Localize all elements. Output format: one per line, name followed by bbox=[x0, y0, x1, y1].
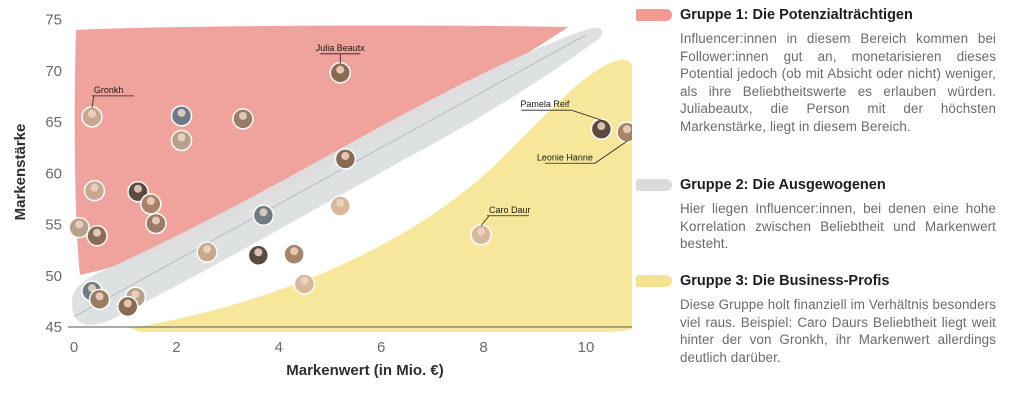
y-tick-label: 50 bbox=[45, 268, 62, 285]
data-point bbox=[283, 243, 305, 265]
region-gruppe-1 bbox=[74, 25, 569, 275]
avatar-face bbox=[131, 290, 140, 299]
data-point bbox=[140, 193, 162, 215]
x-tick-label: 0 bbox=[70, 339, 78, 356]
data-point bbox=[252, 204, 275, 227]
avatar-face bbox=[477, 227, 486, 236]
point-label: Pamela Reif bbox=[520, 99, 570, 109]
data-point bbox=[68, 216, 90, 239]
avatar-face bbox=[123, 299, 132, 308]
data-point: Julia Beautx bbox=[316, 43, 366, 84]
avatar-face bbox=[290, 247, 299, 256]
data-point bbox=[170, 129, 193, 152]
trend-line bbox=[73, 34, 587, 318]
point-label: Caro Daur bbox=[489, 205, 531, 215]
avatar-face bbox=[597, 122, 606, 131]
label-leader bbox=[571, 109, 602, 121]
data-points: Julia Beautx Gronkh Pamela Reif Leonie Hann… bbox=[68, 43, 632, 318]
data-point bbox=[88, 288, 111, 311]
avatar-face bbox=[134, 184, 142, 193]
group-regions bbox=[71, 25, 632, 332]
label-leader bbox=[91, 95, 95, 108]
data-point bbox=[196, 241, 218, 263]
data-point: Pamela Reif bbox=[520, 99, 613, 140]
data-point bbox=[117, 295, 139, 318]
y-tick-label: 45 bbox=[45, 319, 62, 336]
avatar-face bbox=[95, 292, 104, 301]
point-label: Gronkh bbox=[94, 85, 124, 95]
data-point bbox=[170, 105, 193, 127]
data-point: Caro Daur bbox=[470, 205, 531, 246]
legend-swatch-group-3 bbox=[636, 275, 672, 287]
legend-description-group-3: Diese Gruppe holt finanziell im Verhältn… bbox=[680, 297, 996, 365]
avatar-face bbox=[336, 65, 345, 74]
legend-title-group-2: Gruppe 2: Die Ausgewogenen bbox=[680, 177, 886, 193]
avatar-face bbox=[259, 208, 268, 217]
scatter-chart: 0 2 4 6 8 10 45 50 55 60 65 70 75 Markenwert (in Mi… bbox=[12, 12, 632, 379]
avatar-face bbox=[87, 284, 96, 293]
legend-group-2: Gruppe 2: Die Ausgewogenen Hier liegen I… bbox=[636, 174, 996, 253]
avatar-face bbox=[203, 245, 212, 254]
label-leader bbox=[480, 215, 490, 226]
legend-title-group-1: Gruppe 1: Die Potenzialträchtigen bbox=[680, 7, 913, 23]
avatar-face bbox=[90, 183, 99, 192]
x-tick-label: 4 bbox=[275, 339, 283, 356]
avatar-face bbox=[93, 228, 102, 237]
avatar-face bbox=[336, 199, 345, 208]
region-gruppe-3 bbox=[130, 59, 632, 332]
legend-description-group-2: Hier liegen Influencer:innen, bei denen … bbox=[680, 201, 996, 252]
avatar-face bbox=[87, 109, 96, 118]
avatar-face bbox=[177, 133, 186, 142]
y-ticks: 45 50 55 60 65 70 75 bbox=[45, 12, 62, 337]
avatar-face bbox=[341, 151, 350, 160]
legend: Gruppe 1: Die Potenzialträchtigen Influe… bbox=[636, 4, 996, 365]
x-axis-title: Markenwert (in Mio. €) bbox=[286, 362, 444, 379]
avatar-face bbox=[238, 111, 247, 120]
data-point bbox=[247, 244, 270, 266]
x-tick-label: 2 bbox=[172, 339, 180, 356]
x-tick-label: 8 bbox=[479, 339, 487, 356]
avatar-face bbox=[254, 248, 263, 257]
legend-title-group-3: Gruppe 3: Die Business-Profis bbox=[680, 273, 890, 289]
avatar-face bbox=[146, 197, 155, 205]
data-point bbox=[334, 148, 357, 170]
point-label: Leonie Hanne bbox=[537, 152, 593, 162]
data-point: Gronkh bbox=[81, 85, 134, 128]
legend-swatch-group-1 bbox=[636, 9, 672, 21]
data-point bbox=[232, 108, 254, 130]
data-point bbox=[329, 195, 351, 217]
x-tick-label: 10 bbox=[578, 339, 595, 356]
data-point bbox=[86, 225, 108, 247]
x-tick-label: 6 bbox=[377, 339, 385, 356]
y-axis-title: Markenstärke bbox=[12, 124, 29, 221]
legend-description-group-1: Influencer:innen in diesem Bereich komme… bbox=[680, 31, 996, 134]
data-point: Leonie Hanne bbox=[537, 121, 632, 164]
avatar-face bbox=[75, 220, 84, 229]
data-point bbox=[83, 179, 106, 202]
legend-group-3: Gruppe 3: Die Business-Profis Diese Grup… bbox=[636, 270, 996, 366]
point-label: Julia Beautx bbox=[316, 43, 366, 53]
data-point bbox=[293, 273, 316, 295]
label-leader bbox=[594, 140, 628, 164]
avatar-face bbox=[177, 108, 186, 117]
y-tick-label: 55 bbox=[45, 217, 62, 234]
avatar-face bbox=[300, 276, 309, 285]
x-ticks: 0 2 4 6 8 10 bbox=[70, 339, 595, 356]
avatar-face bbox=[622, 125, 631, 134]
y-tick-label: 60 bbox=[45, 165, 62, 182]
legend-group-1: Gruppe 1: Die Potenzialträchtigen Influe… bbox=[636, 4, 996, 136]
data-point bbox=[145, 212, 167, 235]
y-tick-label: 75 bbox=[45, 12, 62, 29]
y-tick-label: 65 bbox=[45, 114, 62, 131]
y-tick-label: 70 bbox=[45, 63, 62, 80]
legend-swatch-group-2 bbox=[636, 179, 672, 191]
avatar-face bbox=[151, 216, 160, 225]
